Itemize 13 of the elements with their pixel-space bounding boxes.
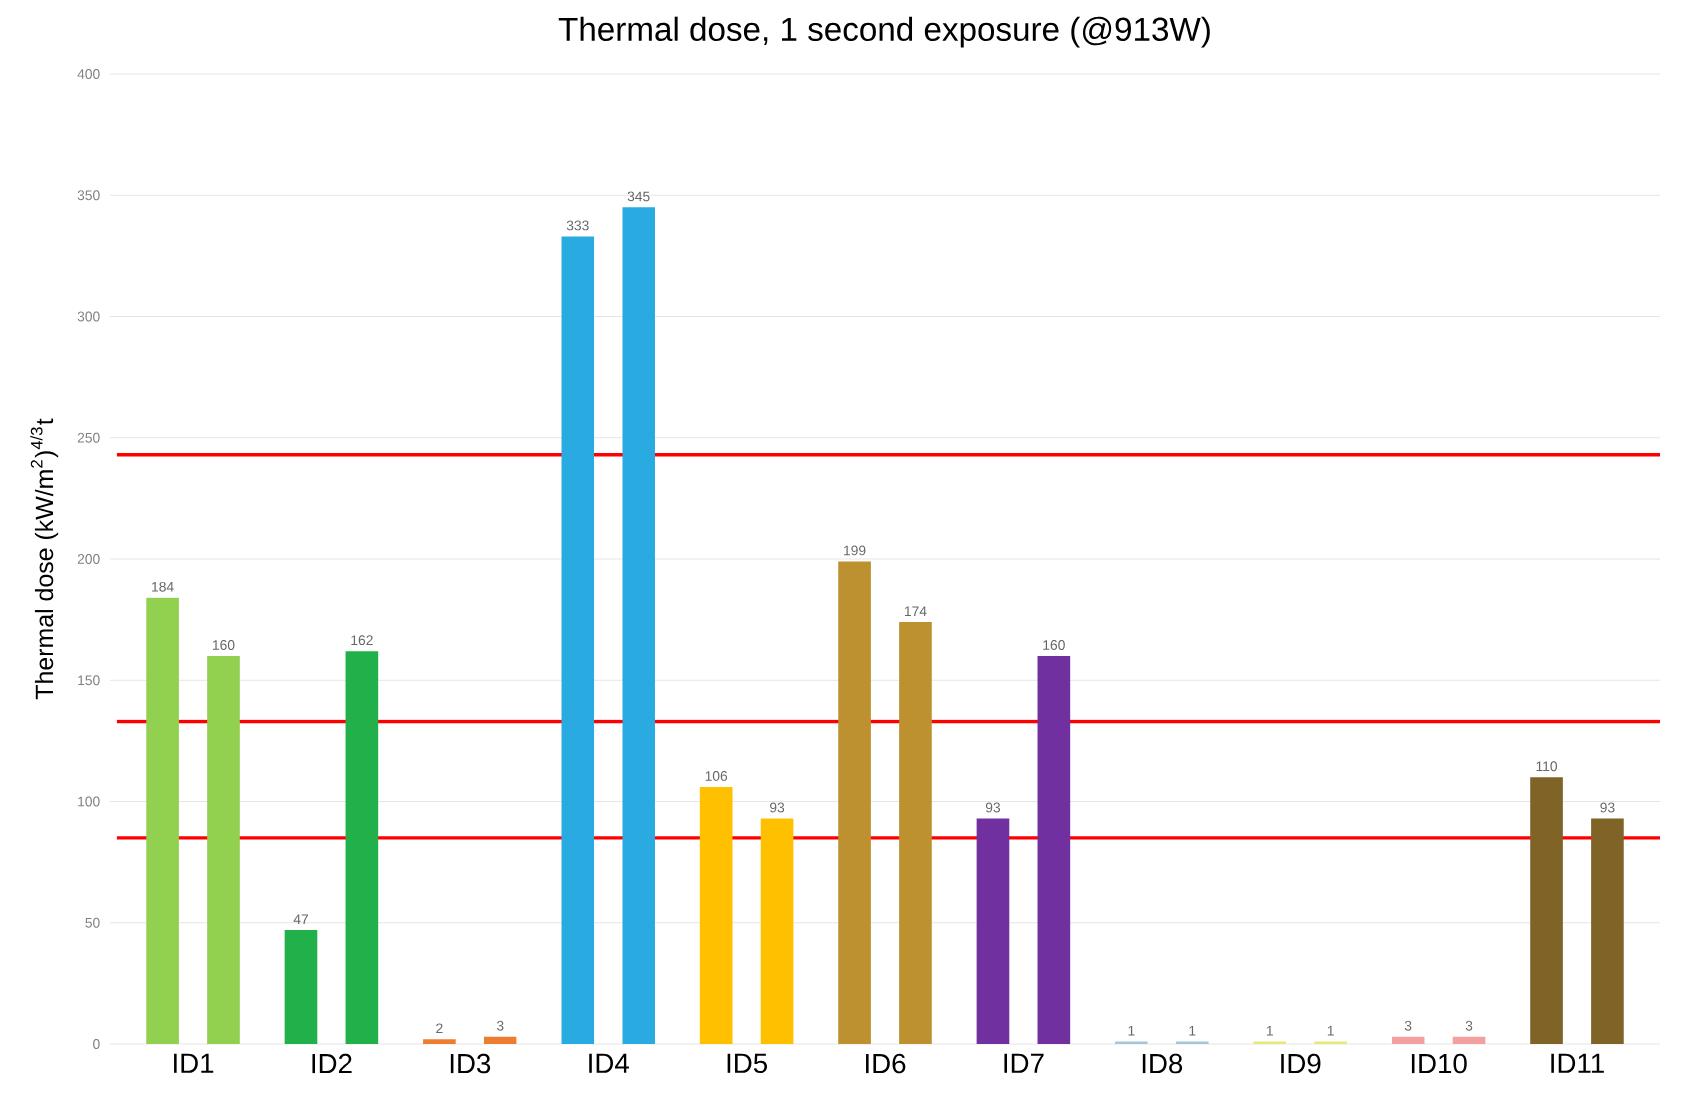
x-tick-label: ID11 <box>1551 1053 1604 1073</box>
x-tick-label: ID4 <box>589 1053 629 1073</box>
y-axis-title: Thermal dose (kW/m$^{2}$)$^{4/3}$t <box>30 418 59 700</box>
x-tick-label: ID8 <box>1142 1053 1183 1074</box>
x-tick-label: ID3 <box>450 1053 491 1074</box>
chart-title: Thermal dose, 1 second exposure (@913W) <box>558 16 1210 48</box>
x-tick-label: ID7 <box>1004 1053 1044 1073</box>
x-tick-label: ID6 <box>866 1053 906 1074</box>
x-tick-label: ID5 <box>727 1053 767 1074</box>
x-tick-label: ID10 <box>1411 1053 1467 1074</box>
x-tick-label: ID2 <box>312 1053 352 1074</box>
x-tick-label: ID9 <box>1281 1053 1321 1074</box>
x-tick-label: ID1 <box>174 1053 214 1073</box>
